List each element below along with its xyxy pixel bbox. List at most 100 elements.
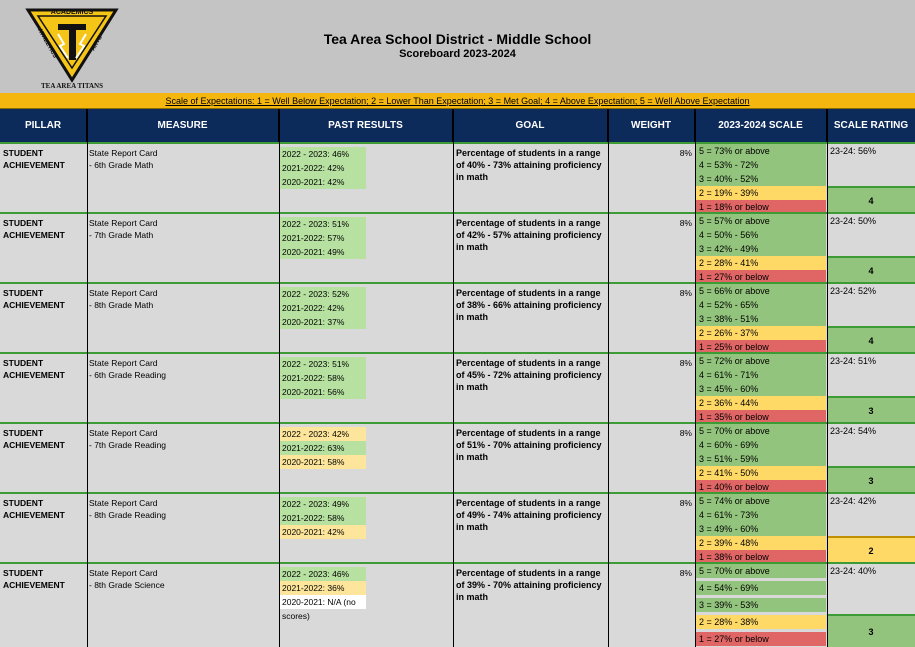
scale-level: 1 = 18% or below (696, 200, 826, 214)
scale-level: 2 = 26% - 37% (696, 326, 826, 340)
measure-line: - 6th Grade Reading (89, 370, 167, 380)
scale-level: 1 = 25% or below (696, 340, 826, 354)
scale-level: 5 = 70% or above (696, 424, 826, 438)
column-header-goal: GOAL (453, 109, 608, 143)
column-divider (87, 109, 88, 647)
scale-level: 3 = 51% - 59% (696, 452, 826, 466)
pillar-cell: STUDENT ACHIEVEMENT (3, 568, 65, 590)
past-result: 2020-2021: 42% (279, 525, 366, 539)
table-row: STUDENT ACHIEVEMENT State Report Card - 8t… (0, 282, 915, 354)
rating-score: 2 (827, 536, 915, 562)
past-result: 2022 - 2023: 51% (279, 357, 366, 371)
measure-line: - 8th Grade Reading (89, 510, 167, 520)
page-title: Tea Area School District - Middle School (323, 31, 592, 47)
rating-percent: 23-24: 40% (830, 566, 877, 576)
measure-cell: State Report Card - 7th Grade Math (89, 217, 274, 241)
table-row: STUDENT ACHIEVEMENT State Report Card - 6t… (0, 352, 915, 424)
measure-line: - 8th Grade Math (89, 300, 154, 310)
past-result: 2021-2022: 42% (279, 161, 366, 175)
table-row: STUDENT ACHIEVEMENT State Report Card - 7t… (0, 422, 915, 494)
goal-cell: Percentage of students in a range of 45%… (456, 358, 602, 392)
measure-cell: State Report Card - 8th Grade Reading (89, 497, 274, 521)
goal-cell: Percentage of students in a range of 39%… (456, 568, 602, 602)
rating-score: 3 (827, 396, 915, 422)
measure-line: - 6th Grade Math (89, 160, 154, 170)
rating-percent: 23-24: 51% (830, 356, 877, 366)
rating-score: 4 (827, 326, 915, 352)
rating-score: 3 (827, 614, 915, 647)
past-result: 2021-2022: 58% (279, 511, 366, 525)
goal-cell: Percentage of students in a range of 49%… (456, 498, 602, 532)
page-subtitle: Scoreboard 2023-2024 (399, 48, 516, 60)
scale-level: 4 = 54% - 69% (696, 581, 826, 595)
pillar-cell: STUDENT ACHIEVEMENT (3, 218, 65, 240)
weight-cell: 8% (679, 358, 692, 368)
column-header-row: PILLAR MEASURE PAST RESULTS GOAL WEIGHT … (0, 109, 915, 143)
logo-bottom-text: TEA AREA TITANS (41, 82, 103, 90)
scale-level: 5 = 73% or above (696, 144, 826, 158)
past-result: 2021-2022: 58% (279, 371, 366, 385)
past-result: 2020-2021: 37% (279, 315, 366, 329)
column-divider (279, 109, 280, 647)
scale-level: 2 = 41% - 50% (696, 466, 826, 480)
rating-score: 3 (827, 466, 915, 492)
scale-level: 4 = 61% - 73% (696, 508, 826, 522)
column-header-measure: MEASURE (87, 109, 279, 143)
weight-cell: 8% (679, 568, 692, 578)
past-result: 2022 - 2023: 51% (279, 217, 366, 231)
measure-cell: State Report Card - 8th Grade Science (89, 567, 274, 591)
past-result: 2022 - 2023: 49% (279, 497, 366, 511)
past-result: 2022 - 2023: 52% (279, 287, 366, 301)
scale-level: 1 = 27% or below (696, 270, 826, 284)
column-divider (827, 109, 828, 647)
measure-line: State Report Card (89, 148, 158, 158)
table-row: STUDENT ACHIEVEMENT State Report Card - 7t… (0, 212, 915, 284)
measure-cell: State Report Card - 7th Grade Reading (89, 427, 274, 451)
measure-line: State Report Card (89, 498, 158, 508)
scale-level: 5 = 57% or above (696, 214, 826, 228)
rating-score: 4 (827, 256, 915, 282)
rating-percent: 23-24: 56% (830, 146, 877, 156)
column-header-pillar: PILLAR (0, 109, 87, 143)
measure-line: - 8th Grade Science (89, 580, 165, 590)
logo-top-text: ACADEMICS (51, 9, 94, 16)
pillar-cell: STUDENT ACHIEVEMENT (3, 148, 65, 170)
past-result: 2022 - 2023: 46% (279, 147, 366, 161)
weight-cell: 8% (679, 148, 692, 158)
pillar-cell: STUDENT ACHIEVEMENT (3, 358, 65, 380)
past-result: 2022 - 2023: 46% (279, 567, 366, 581)
column-header-weight: WEIGHT (608, 109, 695, 143)
scale-level: 1 = 40% or below (696, 480, 826, 494)
pillar-cell: STUDENT ACHIEVEMENT (3, 498, 65, 520)
tea-area-titans-logo: ACADEMICS ATHLETICS ARTS TEA AREA TITANS (25, 8, 119, 90)
scale-level: 5 = 66% or above (696, 284, 826, 298)
scale-level: 2 = 19% - 39% (696, 186, 826, 200)
scale-level: 2 = 36% - 44% (696, 396, 826, 410)
rating-score: 4 (827, 186, 915, 212)
weight-cell: 8% (679, 218, 692, 228)
scale-level: 3 = 40% - 52% (696, 172, 826, 186)
past-result: 2021-2022: 63% (279, 441, 366, 455)
scale-level: 3 = 49% - 60% (696, 522, 826, 536)
goal-cell: Percentage of students in a range of 42%… (456, 218, 602, 252)
scale-level: 3 = 45% - 60% (696, 382, 826, 396)
past-result: 2020-2021: 49% (279, 245, 366, 259)
measure-line: State Report Card (89, 218, 158, 228)
scale-level: 5 = 70% or above (696, 564, 826, 578)
measure-line: State Report Card (89, 568, 158, 578)
scale-level: 4 = 50% - 56% (696, 228, 826, 242)
weight-cell: 8% (679, 498, 692, 508)
table-row: STUDENT ACHIEVEMENT State Report Card - 8t… (0, 562, 915, 647)
scale-level: 2 = 39% - 48% (696, 536, 826, 550)
measure-line: State Report Card (89, 358, 158, 368)
past-result: 2020-2021: 58% (279, 455, 366, 469)
scale-level: 3 = 42% - 49% (696, 242, 826, 256)
scale-level: 4 = 53% - 72% (696, 158, 826, 172)
past-result: 2020-2021: N/A (no scores) (279, 595, 366, 621)
scale-level: 2 = 28% - 41% (696, 256, 826, 270)
rating-percent: 23-24: 54% (830, 426, 877, 436)
scale-level: 3 = 38% - 51% (696, 312, 826, 326)
weight-cell: 8% (679, 288, 692, 298)
past-result: 2021-2022: 57% (279, 231, 366, 245)
column-header-scale: 2023-2024 SCALE (695, 109, 827, 143)
